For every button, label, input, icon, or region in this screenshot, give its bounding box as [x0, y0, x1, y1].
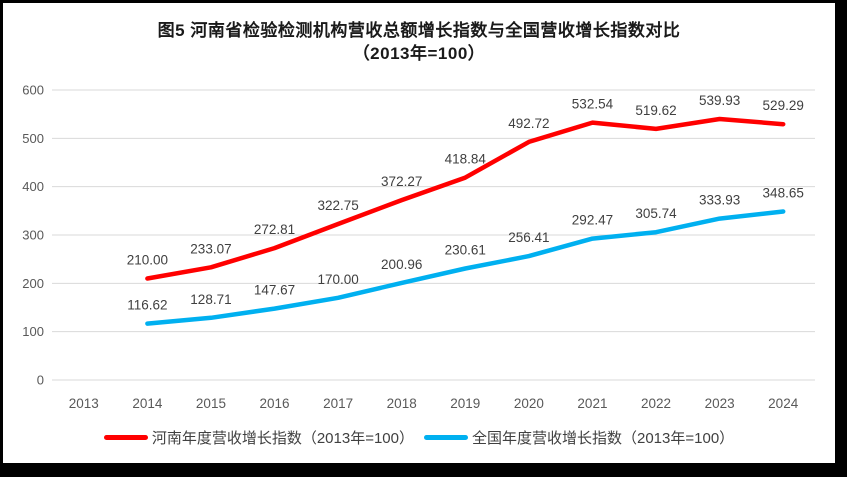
national-series-data-label-2023: 333.93 — [699, 193, 740, 208]
x-axis-tick-2014: 2014 — [132, 396, 163, 411]
henan-series-swatch — [103, 435, 148, 440]
henan-series-data-label-2022: 519.62 — [635, 103, 676, 118]
national-series-label: 全国年度营收增长指数（2013年=100） — [472, 430, 735, 447]
chart-title-line2: （2013年=100） — [352, 44, 486, 63]
henan-series-data-label-2015: 233.07 — [190, 241, 231, 256]
henan-series-data-label-2019: 418.84 — [445, 152, 487, 167]
y-axis-tick-300: 300 — [22, 228, 44, 243]
national-series-data-label-2014: 116.62 — [127, 298, 167, 313]
national-series-data-label-2018: 200.96 — [381, 257, 422, 272]
y-axis-tick-500: 500 — [22, 131, 44, 146]
x-axis-tick-2021: 2021 — [577, 396, 607, 411]
x-axis-tick-2017: 2017 — [323, 396, 353, 411]
national-series-data-label-2015: 128.71 — [190, 292, 231, 307]
x-axis-tick-2018: 2018 — [387, 396, 417, 411]
x-axis-tick-2020: 2020 — [514, 396, 544, 411]
x-axis-tick-2013: 2013 — [69, 396, 99, 411]
henan-series-data-label-2020: 492.72 — [508, 116, 549, 131]
henan-series-data-label-2021: 532.54 — [572, 97, 614, 112]
chart-legend: 河南年度营收增长指数（2013年=100） 全国年度营收增长指数（2013年=1… — [3, 427, 835, 448]
y-axis-tick-200: 200 — [22, 276, 44, 291]
national-series-data-label-2017: 170.00 — [317, 272, 358, 287]
y-axis-tick-100: 100 — [22, 324, 44, 339]
x-axis-tick-2024: 2024 — [768, 396, 799, 411]
henan-series-data-label-2017: 322.75 — [317, 198, 358, 213]
national-series-data-label-2022: 305.74 — [635, 206, 677, 221]
chart-title-line1: 图5 河南省检验检测机构营收总额增长指数与全国营收增长指数对比 — [157, 21, 681, 40]
y-axis-tick-400: 400 — [22, 179, 44, 194]
henan-series-label: 河南年度营收增长指数（2013年=100） — [151, 430, 414, 447]
henan-series-data-label-2014: 210.00 — [127, 253, 168, 268]
henan-series-data-label-2023: 539.93 — [699, 93, 740, 108]
x-axis-tick-2023: 2023 — [705, 396, 735, 411]
national-series-swatch — [424, 435, 468, 440]
chart-title: 图5 河南省检验检测机构营收总额增长指数与全国营收增长指数对比 （2013年=1… — [3, 19, 835, 65]
national-series-data-label-2024: 348.65 — [763, 185, 804, 200]
henan-series-line — [145, 116, 786, 281]
national-series-data-label-2021: 292.47 — [572, 213, 613, 228]
x-axis-tick-2016: 2016 — [260, 396, 290, 411]
x-axis-tick-2022: 2022 — [641, 396, 671, 411]
legend-item-henan: 河南年度营收增长指数（2013年=100） — [103, 427, 414, 448]
national-series-data-label-2020: 256.41 — [508, 230, 549, 245]
henan-series-data-label-2024: 529.29 — [763, 98, 804, 113]
national-series-line — [145, 209, 786, 326]
y-axis-tick-0: 0 — [37, 373, 44, 388]
line-chart-plot-area: 0 100 200 300 400 500 600 2013 2014 2015 2016 2017 2… — [22, 83, 815, 411]
y-axis-tick-600: 600 — [22, 83, 44, 98]
henan-series-data-label-2018: 372.27 — [381, 174, 422, 189]
x-axis-tick-2015: 2015 — [196, 396, 226, 411]
legend-item-national: 全国年度营收增长指数（2013年=100） — [424, 427, 734, 448]
x-axis-tick-2019: 2019 — [450, 396, 480, 411]
national-series-data-label-2016: 147.67 — [254, 283, 295, 298]
henan-series-data-label-2016: 272.81 — [254, 222, 295, 237]
national-series-data-label-2019: 230.61 — [445, 243, 486, 258]
